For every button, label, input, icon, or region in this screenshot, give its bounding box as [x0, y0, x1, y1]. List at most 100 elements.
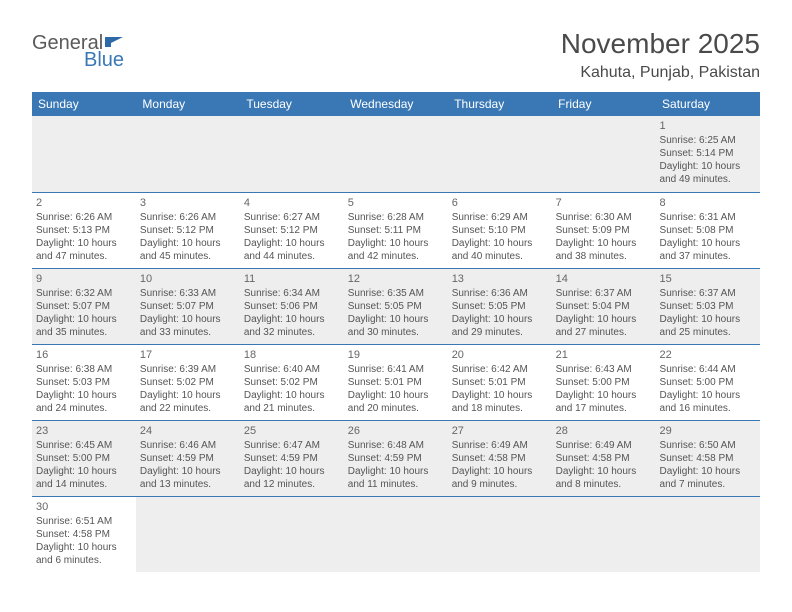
daylight-line2: and 6 minutes. [36, 554, 132, 567]
calendar-cell: 27Sunrise: 6:49 AMSunset: 4:58 PMDayligh… [448, 420, 552, 496]
daylight-line2: and 16 minutes. [660, 402, 756, 415]
calendar-cell: 25Sunrise: 6:47 AMSunset: 4:59 PMDayligh… [240, 420, 344, 496]
calendar-cell [344, 116, 448, 192]
calendar-cell: 17Sunrise: 6:39 AMSunset: 5:02 PMDayligh… [136, 344, 240, 420]
title-block: November 2025 Kahuta, Punjab, Pakistan [561, 28, 760, 82]
daylight-line: Daylight: 10 hours [36, 465, 132, 478]
sunset-line: Sunset: 5:12 PM [140, 224, 236, 237]
daylight-line: Daylight: 10 hours [244, 465, 340, 478]
calendar-cell: 5Sunrise: 6:28 AMSunset: 5:11 PMDaylight… [344, 192, 448, 268]
day-number: 10 [140, 272, 236, 286]
calendar-cell: 29Sunrise: 6:50 AMSunset: 4:58 PMDayligh… [656, 420, 760, 496]
daylight-line: Daylight: 10 hours [660, 237, 756, 250]
calendar-cell: 24Sunrise: 6:46 AMSunset: 4:59 PMDayligh… [136, 420, 240, 496]
day-number: 19 [348, 348, 444, 362]
calendar-cell: 9Sunrise: 6:32 AMSunset: 5:07 PMDaylight… [32, 268, 136, 344]
calendar-cell: 15Sunrise: 6:37 AMSunset: 5:03 PMDayligh… [656, 268, 760, 344]
sunrise-line: Sunrise: 6:46 AM [140, 439, 236, 452]
day-header: Monday [136, 92, 240, 116]
calendar-cell: 14Sunrise: 6:37 AMSunset: 5:04 PMDayligh… [552, 268, 656, 344]
sunrise-line: Sunrise: 6:36 AM [452, 287, 548, 300]
day-number: 14 [556, 272, 652, 286]
daylight-line2: and 33 minutes. [140, 326, 236, 339]
day-number: 25 [244, 424, 340, 438]
sunrise-line: Sunrise: 6:26 AM [36, 211, 132, 224]
sunset-line: Sunset: 5:07 PM [140, 300, 236, 313]
sunset-line: Sunset: 4:58 PM [452, 452, 548, 465]
sunrise-line: Sunrise: 6:50 AM [660, 439, 756, 452]
day-number: 20 [452, 348, 548, 362]
daylight-line: Daylight: 10 hours [140, 389, 236, 402]
daylight-line2: and 37 minutes. [660, 250, 756, 263]
daylight-line: Daylight: 10 hours [556, 237, 652, 250]
sunrise-line: Sunrise: 6:47 AM [244, 439, 340, 452]
sunset-line: Sunset: 5:13 PM [36, 224, 132, 237]
day-number: 23 [36, 424, 132, 438]
daylight-line: Daylight: 10 hours [348, 313, 444, 326]
daylight-line: Daylight: 10 hours [660, 313, 756, 326]
daylight-line: Daylight: 10 hours [660, 389, 756, 402]
sunrise-line: Sunrise: 6:33 AM [140, 287, 236, 300]
daylight-line: Daylight: 10 hours [452, 465, 548, 478]
daylight-line: Daylight: 10 hours [348, 465, 444, 478]
daylight-line2: and 38 minutes. [556, 250, 652, 263]
daylight-line2: and 42 minutes. [348, 250, 444, 263]
calendar-cell: 11Sunrise: 6:34 AMSunset: 5:06 PMDayligh… [240, 268, 344, 344]
month-title: November 2025 [561, 28, 760, 60]
day-number: 1 [660, 119, 756, 133]
calendar-cell: 10Sunrise: 6:33 AMSunset: 5:07 PMDayligh… [136, 268, 240, 344]
calendar-week: 16Sunrise: 6:38 AMSunset: 5:03 PMDayligh… [32, 344, 760, 420]
daylight-line2: and 30 minutes. [348, 326, 444, 339]
sunset-line: Sunset: 5:02 PM [140, 376, 236, 389]
daylight-line: Daylight: 10 hours [452, 389, 548, 402]
sunset-line: Sunset: 5:11 PM [348, 224, 444, 237]
daylight-line: Daylight: 10 hours [452, 237, 548, 250]
sunset-line: Sunset: 4:59 PM [244, 452, 340, 465]
daylight-line: Daylight: 10 hours [36, 541, 132, 554]
sunrise-line: Sunrise: 6:49 AM [452, 439, 548, 452]
daylight-line2: and 45 minutes. [140, 250, 236, 263]
location: Kahuta, Punjab, Pakistan [561, 64, 760, 82]
sunset-line: Sunset: 4:58 PM [556, 452, 652, 465]
daylight-line2: and 49 minutes. [660, 173, 756, 186]
day-header-row: Sunday Monday Tuesday Wednesday Thursday… [32, 92, 760, 116]
day-number: 13 [452, 272, 548, 286]
calendar-body: 1Sunrise: 6:25 AMSunset: 5:14 PMDaylight… [32, 116, 760, 572]
calendar-cell: 7Sunrise: 6:30 AMSunset: 5:09 PMDaylight… [552, 192, 656, 268]
calendar-cell [552, 116, 656, 192]
day-number: 16 [36, 348, 132, 362]
daylight-line: Daylight: 10 hours [556, 389, 652, 402]
calendar-cell: 4Sunrise: 6:27 AMSunset: 5:12 PMDaylight… [240, 192, 344, 268]
day-number: 24 [140, 424, 236, 438]
calendar-cell [344, 496, 448, 572]
sunset-line: Sunset: 5:06 PM [244, 300, 340, 313]
header: GeneralBlue November 2025 Kahuta, Punjab… [32, 28, 760, 82]
daylight-line: Daylight: 10 hours [36, 237, 132, 250]
sunrise-line: Sunrise: 6:29 AM [452, 211, 548, 224]
calendar-cell: 30Sunrise: 6:51 AMSunset: 4:58 PMDayligh… [32, 496, 136, 572]
calendar-week: 23Sunrise: 6:45 AMSunset: 5:00 PMDayligh… [32, 420, 760, 496]
daylight-line: Daylight: 10 hours [140, 313, 236, 326]
sunset-line: Sunset: 5:09 PM [556, 224, 652, 237]
calendar-cell: 6Sunrise: 6:29 AMSunset: 5:10 PMDaylight… [448, 192, 552, 268]
sunrise-line: Sunrise: 6:40 AM [244, 363, 340, 376]
calendar-cell: 22Sunrise: 6:44 AMSunset: 5:00 PMDayligh… [656, 344, 760, 420]
day-header: Saturday [656, 92, 760, 116]
day-number: 2 [36, 196, 132, 210]
calendar-cell: 26Sunrise: 6:48 AMSunset: 4:59 PMDayligh… [344, 420, 448, 496]
day-number: 4 [244, 196, 340, 210]
sunset-line: Sunset: 4:59 PM [140, 452, 236, 465]
sunrise-line: Sunrise: 6:41 AM [348, 363, 444, 376]
sunset-line: Sunset: 4:58 PM [36, 528, 132, 541]
calendar-cell [32, 116, 136, 192]
daylight-line: Daylight: 10 hours [348, 237, 444, 250]
daylight-line2: and 14 minutes. [36, 478, 132, 491]
sunrise-line: Sunrise: 6:51 AM [36, 515, 132, 528]
day-number: 12 [348, 272, 444, 286]
daylight-line2: and 11 minutes. [348, 478, 444, 491]
sunrise-line: Sunrise: 6:35 AM [348, 287, 444, 300]
calendar-cell: 19Sunrise: 6:41 AMSunset: 5:01 PMDayligh… [344, 344, 448, 420]
calendar-table: Sunday Monday Tuesday Wednesday Thursday… [32, 92, 760, 572]
daylight-line2: and 8 minutes. [556, 478, 652, 491]
sunset-line: Sunset: 5:05 PM [452, 300, 548, 313]
